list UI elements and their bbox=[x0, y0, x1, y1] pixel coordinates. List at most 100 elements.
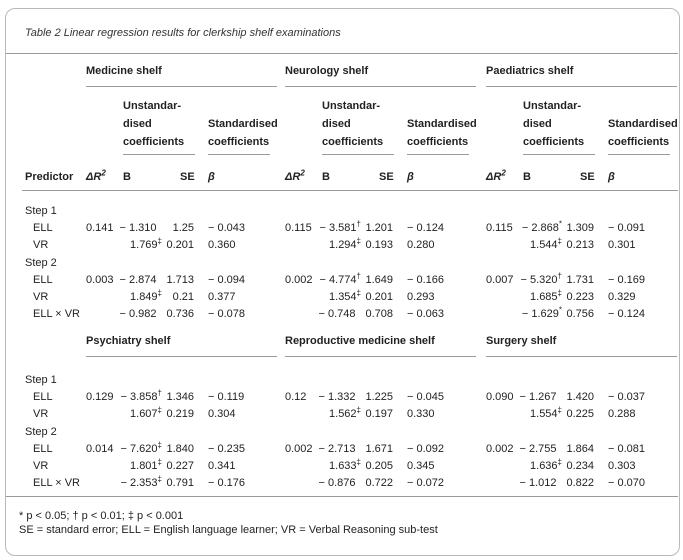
shelf-header-rule bbox=[486, 356, 677, 357]
b-value: 1.636‡ bbox=[530, 457, 562, 472]
unstandardised-rule bbox=[123, 154, 195, 155]
significance-marker: ‡ bbox=[157, 405, 162, 415]
b-value: − 1.310 bbox=[119, 222, 157, 234]
step-label: Step 1 bbox=[25, 205, 57, 217]
beta-value: − 0.091 bbox=[608, 222, 646, 234]
significance-marker: ‡ bbox=[157, 457, 162, 467]
shelf-header-rule bbox=[285, 86, 476, 87]
significance-marker: * bbox=[558, 305, 562, 315]
beta-value: − 0.169 bbox=[608, 274, 646, 286]
table-frame: Table 2 Linear regression results for cl… bbox=[5, 8, 680, 556]
b-value: 1.544‡ bbox=[530, 236, 562, 251]
beta-value: 0.303 bbox=[608, 460, 636, 472]
caption-rule bbox=[6, 53, 678, 54]
se-value: 1.309 bbox=[566, 222, 594, 234]
se-value: 0.21 bbox=[172, 291, 194, 303]
significance-marker: ‡ bbox=[356, 288, 361, 298]
unstandardised-rule bbox=[523, 154, 595, 155]
standardised-coefficients-header: Standardised coefficients bbox=[208, 118, 278, 148]
b-value: − 0.876 bbox=[318, 477, 356, 489]
b-value: 1.633‡ bbox=[329, 457, 361, 472]
b-value: 1.554‡ bbox=[530, 405, 562, 420]
se-value: 0.197 bbox=[365, 408, 393, 420]
standardised-rule bbox=[608, 154, 670, 155]
table-caption: Table 2 Linear regression results for cl… bbox=[25, 27, 341, 39]
row-label: VR bbox=[33, 239, 49, 251]
standardised-coefficients-header: Standardised coefficients bbox=[407, 118, 477, 148]
se-value: 1.346 bbox=[166, 391, 194, 403]
step-label: Step 1 bbox=[25, 374, 57, 386]
b-value: − 0.748 bbox=[318, 308, 356, 320]
beta-header: β bbox=[608, 171, 615, 183]
delta-r2-value: 0.002 bbox=[285, 274, 313, 286]
se-header: SE bbox=[580, 171, 595, 183]
table-bottom-rule bbox=[6, 496, 678, 497]
b-value: 1.801‡ bbox=[130, 457, 162, 472]
beta-value: 0.345 bbox=[407, 460, 435, 472]
se-value: 0.225 bbox=[566, 408, 594, 420]
shelf-header-rule bbox=[486, 86, 677, 87]
b-value: − 4.774† bbox=[319, 271, 361, 286]
b-value: − 1.629* bbox=[521, 305, 562, 320]
se-value: 1.25 bbox=[172, 222, 194, 234]
beta-value: − 0.092 bbox=[407, 443, 445, 455]
delta-r2-header: ΔR2 bbox=[86, 168, 106, 183]
beta-value: − 0.037 bbox=[608, 391, 646, 403]
se-value: 1.840 bbox=[166, 443, 194, 455]
significance-marker: † bbox=[157, 388, 162, 398]
row-label: ELL bbox=[33, 443, 53, 455]
b-header: B bbox=[523, 171, 531, 183]
se-value: 0.201 bbox=[365, 291, 393, 303]
b-value: − 3.858† bbox=[120, 388, 162, 403]
beta-value: 0.360 bbox=[208, 239, 236, 251]
delta-r2-value: 0.014 bbox=[86, 443, 114, 455]
beta-value: 0.293 bbox=[407, 291, 435, 303]
delta-r2-header: ΔR2 bbox=[285, 168, 305, 183]
row-label: VR bbox=[33, 408, 49, 420]
beta-value: − 0.119 bbox=[208, 391, 245, 403]
significance-marker: ‡ bbox=[557, 236, 562, 246]
beta-value: − 0.063 bbox=[407, 308, 445, 320]
b-value: − 2.874 bbox=[119, 274, 157, 286]
delta-r2-value: 0.007 bbox=[486, 274, 514, 286]
significance-marker: † bbox=[557, 271, 562, 281]
b-value: 1.769‡ bbox=[130, 236, 162, 251]
b-value: − 7.620‡ bbox=[120, 440, 162, 455]
significance-marker: ‡ bbox=[356, 457, 361, 467]
significance-marker: ‡ bbox=[557, 405, 562, 415]
b-value: − 2.755 bbox=[519, 443, 557, 455]
delta-r2-value: 0.115 bbox=[285, 222, 312, 234]
se-value: 1.731 bbox=[566, 274, 594, 286]
row-label: ELL bbox=[33, 222, 53, 234]
column-header-rule bbox=[22, 190, 678, 191]
row-label: ELL bbox=[33, 391, 53, 403]
beta-value: − 0.045 bbox=[407, 391, 445, 403]
beta-value: − 0.176 bbox=[208, 477, 246, 489]
significance-marker: † bbox=[356, 271, 361, 281]
shelf-header-rule bbox=[285, 356, 476, 357]
beta-value: − 0.072 bbox=[407, 477, 445, 489]
delta-r2-value: 0.115 bbox=[486, 222, 513, 234]
se-value: 0.722 bbox=[365, 477, 393, 489]
se-value: 0.205 bbox=[365, 460, 393, 472]
significance-marker: † bbox=[356, 219, 361, 229]
b-value: − 2.353‡ bbox=[120, 474, 162, 489]
delta-r2-value: 0.002 bbox=[285, 443, 313, 455]
se-value: 0.223 bbox=[566, 291, 594, 303]
b-value: 1.849‡ bbox=[130, 288, 162, 303]
b-value: 1.685‡ bbox=[530, 288, 562, 303]
standardised-rule bbox=[407, 154, 469, 155]
row-label: ELL × VR bbox=[33, 477, 80, 489]
se-value: 1.864 bbox=[566, 443, 594, 455]
b-value: − 1.012 bbox=[519, 477, 557, 489]
beta-value: − 0.124 bbox=[407, 222, 445, 234]
row-label: ELL × VR bbox=[33, 308, 80, 320]
shelf-header: Psychiatry shelf bbox=[86, 335, 171, 347]
delta-r2-header: ΔR2 bbox=[486, 168, 506, 183]
beta-value: − 0.235 bbox=[208, 443, 246, 455]
beta-value: − 0.166 bbox=[407, 274, 445, 286]
delta-r2-value: 0.129 bbox=[86, 391, 114, 403]
se-header: SE bbox=[180, 171, 195, 183]
b-value: − 2.868* bbox=[521, 219, 562, 234]
beta-value: 0.341 bbox=[208, 460, 236, 472]
